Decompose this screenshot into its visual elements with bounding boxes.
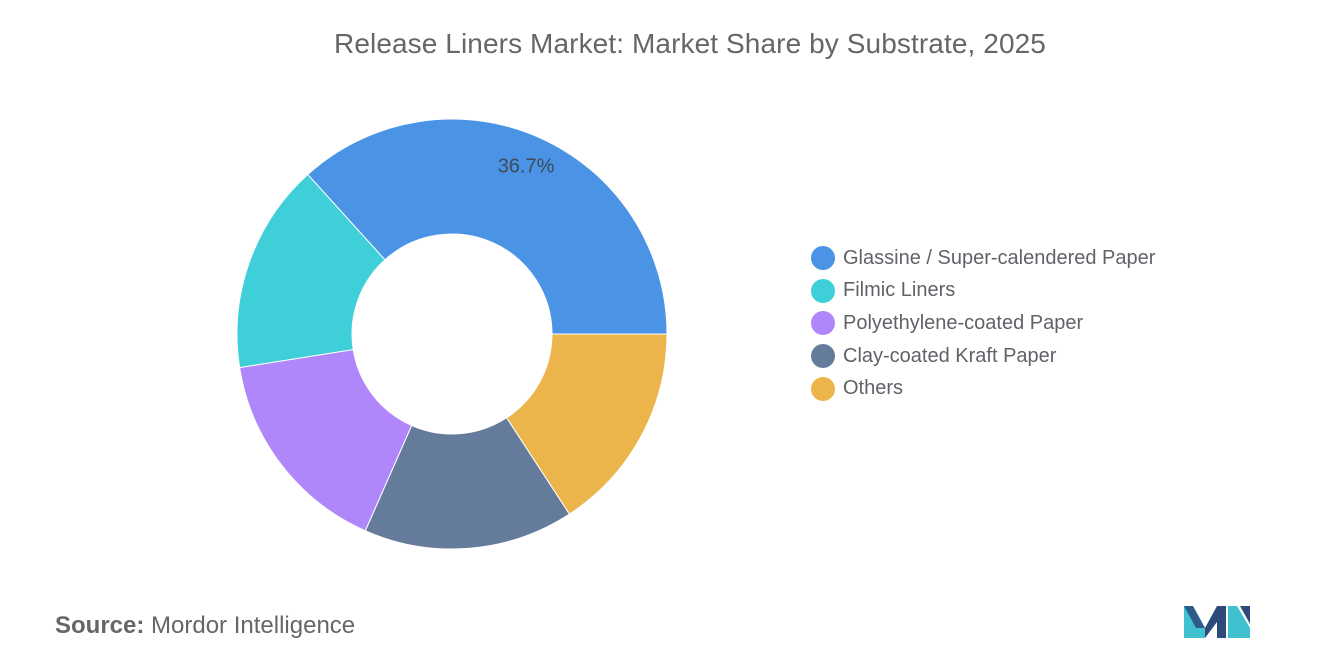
legend-label-5: Others (843, 377, 904, 400)
chart-title: Release Liners Market: Market Share by S… (334, 28, 1046, 59)
donut-slice-3 (239, 349, 413, 532)
legend-label-3: Polyethylene-coated Paper (843, 311, 1084, 334)
source-label: Source: (55, 612, 145, 639)
source-note: Source: Mordor Intelligence (55, 612, 355, 640)
donut-slice-5 (505, 333, 668, 515)
legend-item-5: Others (811, 372, 1155, 405)
mordor-intelligence-logo-icon (1184, 606, 1250, 638)
legend-swatch-5 (811, 376, 835, 401)
legend-label-1: Glassine / Super-calendered Paper (843, 246, 1156, 269)
donut-slice-4 (364, 417, 571, 550)
legend-swatch-3 (811, 311, 835, 336)
chart-legend: Glassine / Super-calendered Paper Filmic … (811, 242, 1155, 405)
legend-swatch-1 (811, 246, 835, 271)
data-label-1: 36.7% (498, 155, 555, 177)
legend-label-4: Clay-coated Kraft Paper (843, 344, 1057, 367)
donut-slice-2 (236, 173, 386, 369)
legend-item-3: Polyethylene-coated Paper (811, 307, 1155, 340)
legend-swatch-4 (811, 344, 835, 369)
legend-item-4: Clay-coated Kraft Paper (811, 340, 1155, 373)
donut-slice-1 (307, 118, 668, 335)
legend-label-2: Filmic Liners (843, 279, 956, 302)
legend-swatch-2 (811, 278, 835, 303)
donut-data-labels: 36.7% (498, 155, 555, 177)
donut-slices (236, 118, 668, 550)
legend-item-1: Glassine / Super-calendered Paper (811, 242, 1155, 275)
legend-item-2: Filmic Liners (811, 275, 1155, 308)
source-value: Mordor Intelligence (151, 612, 356, 639)
